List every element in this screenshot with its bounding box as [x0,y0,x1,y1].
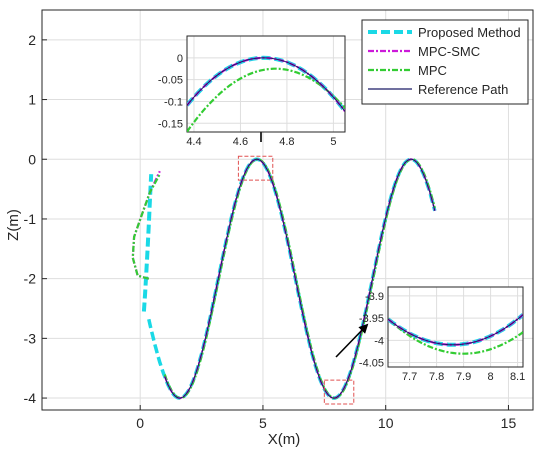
inset-x-tick-label: 5 [330,136,336,148]
x-axis-label: X(m) [268,431,301,448]
x-tick-label: 0 [136,415,144,431]
inset-y-tick-label: -0.05 [158,75,183,87]
inset-series-line [187,67,345,132]
legend-label: MPC-SMC [418,44,480,59]
y-tick-label: 1 [28,92,36,108]
inset-y-tick-label: 0 [177,53,183,65]
inset-y-tick-label: -0.15 [158,118,183,130]
inset-x-tick-label: 7.8 [429,371,444,383]
zoom-inset-trough: 7.7 7.8 7.9 8 8.1 -3.9 -3.95 -4 -4.05 [359,286,525,383]
inset-series-line [187,57,345,112]
inset-frame [387,286,524,368]
x-tick-label: 15 [501,415,517,431]
plot-frame [41,9,534,411]
y-axis-label: Z(m) [5,209,22,241]
legend-label: Reference Path [418,82,508,97]
x-tick-label: 10 [378,415,394,431]
y-tick-label: -2 [24,271,37,287]
y-tick-label: -1 [24,211,37,227]
inset-x-tick-label: 8.1 [510,371,525,383]
series-line [141,174,154,312]
legend-label: Proposed Method [418,25,521,40]
inset-x-tick-label: 7.7 [402,371,417,383]
y-tick-label: 2 [28,32,36,48]
inset-y-tick-label: -4 [374,335,384,347]
inset-y-tick-label: -3.95 [359,313,384,325]
inset-x-tick-label: 4.8 [279,136,294,148]
inset-x-tick-label: 4.6 [233,136,248,148]
y-tick-label: -3 [24,330,37,346]
zoom-inset-peak: 4.4 4.6 4.8 5 -0.15 -0.1 -0.05 0 [158,35,346,148]
series-line [131,173,161,280]
zoom-box [323,379,355,405]
inset-x-tick-label: 7.9 [456,371,471,383]
series-line [164,158,436,399]
inset-y-tick-label: -3.9 [365,291,384,303]
y-tick-label: -4 [24,390,37,406]
inset-x-tick-label: 4.4 [186,136,201,148]
legend: Proposed Method MPC-SMC MPC Reference Path [361,19,529,105]
inset-x-tick-label: 8 [488,371,494,383]
zoom-arrow [335,323,369,358]
inset-y-tick-label: -0.1 [164,96,183,108]
x-tick-label: 5 [259,415,267,431]
inset-series-line [388,314,523,346]
zoom-box [237,155,274,181]
inset-border [186,35,346,133]
inset-y-tick-label: -4.05 [359,358,384,370]
inset-border [387,286,524,368]
legend-label: MPC [418,63,447,78]
inset-series-line [388,317,523,355]
y-tick-label: 0 [28,151,36,167]
